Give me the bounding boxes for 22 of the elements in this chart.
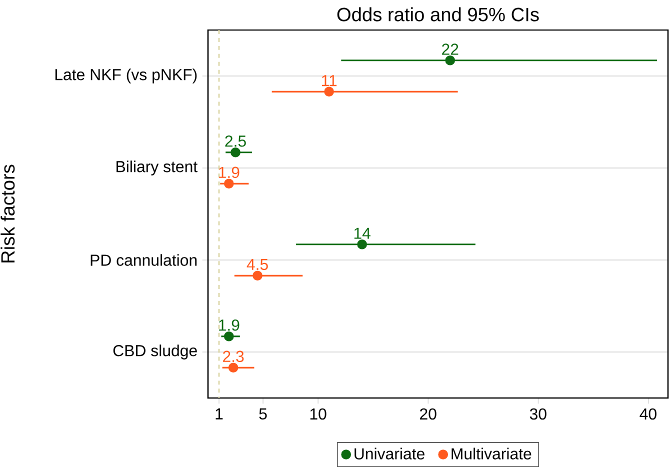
data-label: 2.3 xyxy=(223,350,244,362)
x-tick-label: 20 xyxy=(420,408,436,420)
x-tick-label: 40 xyxy=(640,408,656,420)
y-tick-label: CBD sludge xyxy=(113,344,197,360)
chart-title: Odds ratio and 95% CIs xyxy=(337,7,539,22)
x-tick-label: 1 xyxy=(216,408,223,420)
data-label: 1.9 xyxy=(219,166,240,178)
data-label: 4.5 xyxy=(246,258,268,270)
legend-label: Multivariate xyxy=(452,448,532,460)
data-label: 11 xyxy=(322,75,337,86)
y-tick-label: Biliary stent xyxy=(116,160,198,176)
x-tick-label: 30 xyxy=(530,408,546,420)
x-tick-label: 10 xyxy=(310,408,326,420)
data-label: 22 xyxy=(442,44,458,55)
y-axis-title: Risk factors xyxy=(0,164,15,262)
data-label: 1.9 xyxy=(219,320,240,331)
x-tick-label: 5 xyxy=(259,408,267,420)
data-label: 14 xyxy=(354,228,370,239)
y-tick-label: PD cannulation xyxy=(90,254,197,266)
legend-label: Univariate xyxy=(354,448,424,460)
data-label: 2.5 xyxy=(225,136,246,147)
y-tick-label: Late NKF (vs pNKF) xyxy=(55,68,197,84)
